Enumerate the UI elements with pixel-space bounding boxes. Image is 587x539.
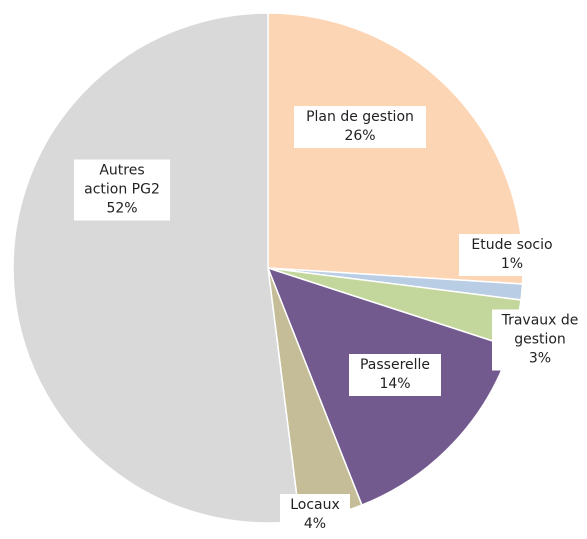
category-label: Locaux xyxy=(290,497,340,513)
value-label: 3% xyxy=(528,350,552,367)
value-label: 1% xyxy=(500,256,524,272)
value-label: 52% xyxy=(106,200,138,217)
value-label: 26% xyxy=(344,128,376,144)
category-label: Plan de gestion xyxy=(306,109,414,125)
category-label: Passerelle xyxy=(359,357,431,373)
category-label: Travaux de gestion xyxy=(501,312,579,348)
value-label: 14% xyxy=(379,376,411,392)
category-label: Etude socio xyxy=(471,237,553,253)
value-label: 4% xyxy=(303,516,327,532)
slice-label: Plan de gestion 26% xyxy=(294,106,426,148)
slice-label: Locaux 4% xyxy=(280,494,350,536)
slice-label: Travaux de gestion 3% xyxy=(492,309,587,371)
slice-label: Autres action PG2 52% xyxy=(74,159,170,221)
pie-slice xyxy=(12,12,301,524)
category-label: Autres action PG2 xyxy=(84,162,160,198)
slice-label: Passerelle 14% xyxy=(349,354,441,396)
slice-label: Etude socio 1% xyxy=(459,234,565,276)
pie-slice xyxy=(267,12,524,285)
